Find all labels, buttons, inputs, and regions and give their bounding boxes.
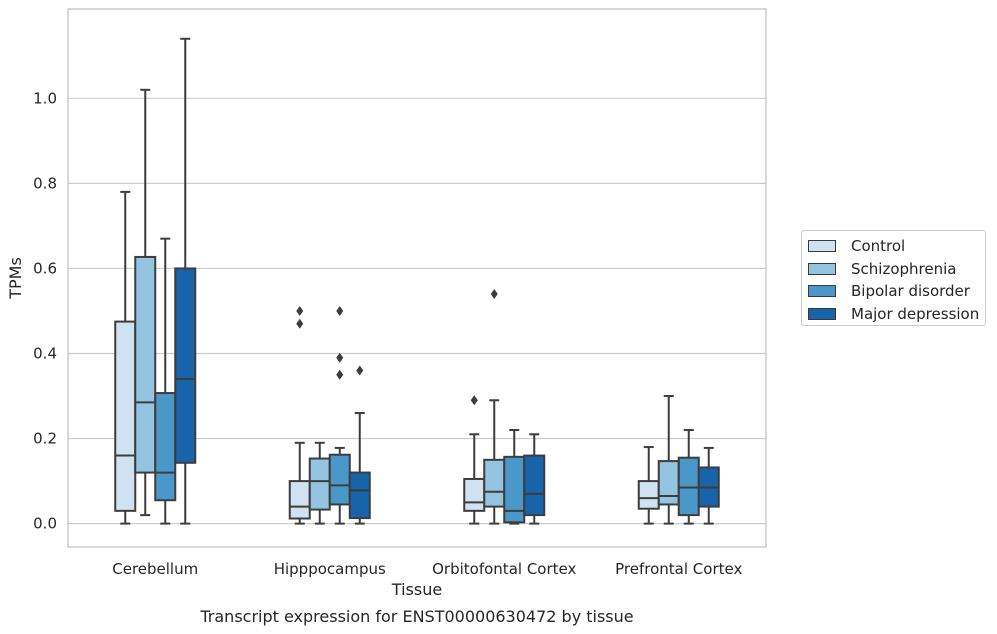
box-1-3: [657, 395, 680, 525]
box-body: [503, 455, 526, 524]
box-2-1: [328, 305, 351, 525]
box-1-1: [308, 441, 331, 525]
box-body: [677, 456, 700, 517]
box-body: [134, 255, 157, 474]
box-1-2: [483, 288, 506, 525]
outlier-point: [296, 305, 304, 316]
legend-swatch-bipolar-disorder: [808, 285, 836, 298]
outlier-point: [336, 352, 344, 363]
box-body: [523, 454, 546, 517]
outlier-point: [336, 305, 344, 316]
legend-swatch-control: [808, 240, 836, 253]
legend-swatch-schizophrenia: [808, 262, 836, 275]
legend-label-control: Control: [851, 237, 906, 256]
boxes: [114, 37, 720, 525]
legend-item-major-depression: Major depression: [808, 303, 985, 326]
box-2-0: [154, 237, 177, 525]
box-body: [174, 267, 197, 464]
box-0-0: [114, 190, 137, 525]
y-tick-label: 0.4: [33, 344, 57, 362]
box-body: [657, 460, 680, 506]
y-tick-label: 0.2: [33, 430, 57, 448]
box-1-0: [134, 88, 157, 517]
y-tick-labels: 0.0 0.2 0.4 0.6 0.8 1.0: [33, 89, 57, 532]
legend-label-bipolar-disorder: Bipolar disorder: [851, 282, 970, 301]
box-2-3: [677, 429, 700, 525]
outlier-point: [470, 395, 478, 406]
box-body: [308, 457, 331, 511]
legend-item-control: Control: [808, 235, 985, 258]
box-body: [483, 458, 506, 508]
outlier-point: [356, 365, 364, 376]
chart-title: Transcript expression for ENST0000063047…: [199, 607, 633, 626]
y-tick-label: 0.6: [33, 259, 57, 277]
box-0-3: [637, 446, 660, 525]
y-tick-label: 0.0: [33, 515, 57, 533]
x-tick-label: Hipppocampus: [274, 560, 386, 578]
y-axis-label: TPMs: [6, 257, 25, 300]
outlier-point: [296, 318, 304, 329]
box-0-1: [288, 305, 311, 525]
box-3-3: [697, 446, 720, 525]
box-body: [348, 471, 371, 520]
box-body: [463, 477, 486, 512]
legend: Control Schizophrenia Bipolar disorder M…: [801, 230, 986, 326]
x-tick-label: Orbitofontal Cortex: [432, 560, 576, 578]
outlier-point: [336, 369, 344, 380]
outlier-point: [490, 288, 498, 299]
box-body: [154, 392, 177, 502]
box-3-2: [523, 433, 546, 525]
legend-item-schizophrenia: Schizophrenia: [808, 258, 985, 281]
plot-frame: [67, 8, 767, 548]
x-axis-label: Tissue: [391, 580, 442, 599]
legend-swatch-major-depression: [808, 307, 836, 320]
box-2-2: [503, 429, 526, 525]
legend-item-bipolar-disorder: Bipolar disorder: [808, 280, 985, 303]
box-body: [114, 320, 137, 512]
y-tick-label: 0.8: [33, 174, 57, 192]
box-3-1: [348, 365, 371, 525]
x-tick-label: Prefrontal Cortex: [615, 560, 742, 578]
box-body: [637, 480, 660, 510]
legend-label-major-depression: Major depression: [851, 304, 980, 323]
x-tick-label: Cerebellum: [112, 560, 198, 578]
box-0-2: [463, 395, 486, 525]
box-body: [328, 453, 351, 506]
x-tick-labels: Cerebellum Hipppocampus Orbitofontal Corte…: [112, 560, 742, 578]
legend-label-schizophrenia: Schizophrenia: [851, 259, 957, 278]
y-tick-label: 1.0: [33, 89, 57, 107]
box-body: [288, 480, 311, 520]
box-3-0: [174, 37, 197, 525]
